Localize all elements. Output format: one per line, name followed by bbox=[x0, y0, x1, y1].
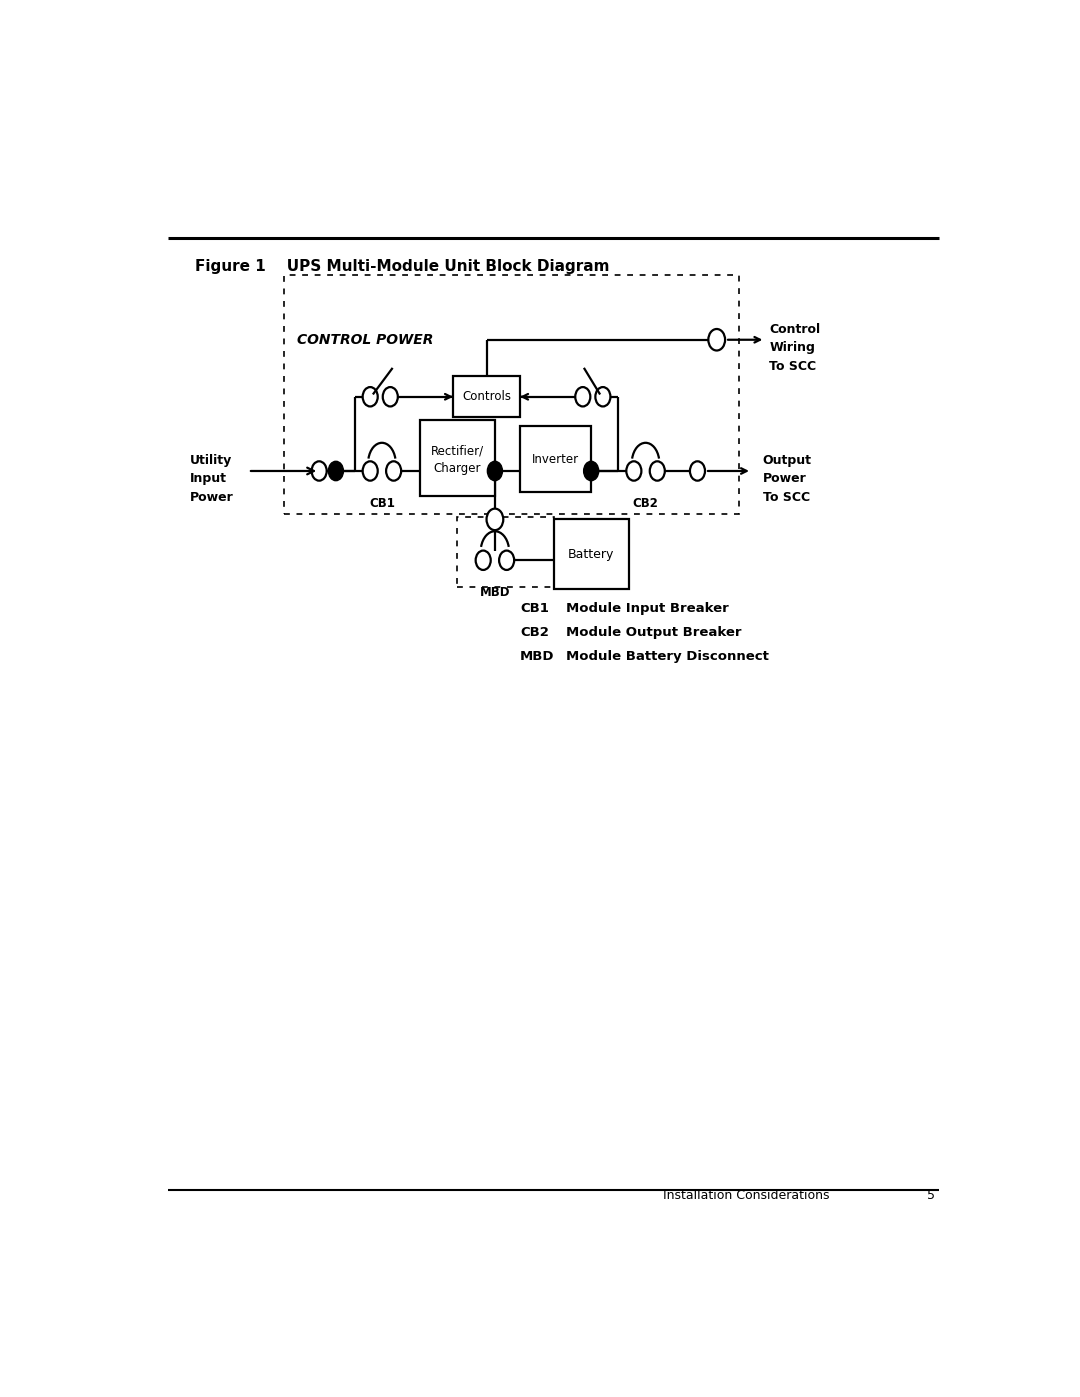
Text: CB1: CB1 bbox=[369, 497, 395, 510]
Text: To SCC: To SCC bbox=[769, 360, 816, 373]
Text: Installation Considerations: Installation Considerations bbox=[663, 1189, 829, 1203]
Text: CB2: CB2 bbox=[521, 626, 549, 638]
Text: Wiring: Wiring bbox=[769, 341, 815, 353]
Text: CB2: CB2 bbox=[633, 497, 659, 510]
Circle shape bbox=[475, 550, 490, 570]
Text: 5: 5 bbox=[927, 1189, 935, 1203]
Text: CONTROL POWER: CONTROL POWER bbox=[297, 332, 434, 346]
Text: MBD: MBD bbox=[521, 650, 554, 662]
Circle shape bbox=[487, 461, 502, 481]
Text: Battery: Battery bbox=[568, 548, 615, 560]
Text: Inverter: Inverter bbox=[532, 453, 579, 465]
Circle shape bbox=[576, 387, 591, 407]
Circle shape bbox=[708, 330, 725, 351]
Circle shape bbox=[328, 461, 343, 481]
Circle shape bbox=[486, 509, 503, 529]
Text: CB1: CB1 bbox=[521, 602, 549, 615]
Text: Power: Power bbox=[762, 472, 807, 485]
Text: Input: Input bbox=[189, 472, 227, 485]
Circle shape bbox=[363, 461, 378, 481]
Text: Controls: Controls bbox=[462, 390, 511, 404]
Circle shape bbox=[626, 461, 642, 481]
Bar bbox=[554, 520, 629, 590]
Circle shape bbox=[690, 461, 705, 481]
Circle shape bbox=[583, 461, 598, 481]
Text: Control: Control bbox=[769, 323, 821, 335]
Circle shape bbox=[363, 387, 378, 407]
Circle shape bbox=[386, 461, 401, 481]
Text: Module Input Breaker: Module Input Breaker bbox=[566, 602, 729, 615]
Bar bbox=[454, 376, 521, 418]
Text: Module Output Breaker: Module Output Breaker bbox=[566, 626, 742, 638]
Text: MBD: MBD bbox=[480, 587, 510, 599]
Text: Utility: Utility bbox=[189, 454, 231, 467]
Circle shape bbox=[312, 461, 326, 481]
Text: Power: Power bbox=[189, 492, 233, 504]
Bar bbox=[284, 275, 740, 514]
Bar bbox=[457, 517, 554, 587]
Text: Output: Output bbox=[762, 454, 812, 467]
Text: Rectifier/: Rectifier/ bbox=[431, 444, 484, 457]
Text: Charger: Charger bbox=[433, 462, 481, 475]
Circle shape bbox=[499, 550, 514, 570]
Circle shape bbox=[595, 387, 610, 407]
Text: Figure 1    UPS Multi-Module Unit Block Diagram: Figure 1 UPS Multi-Module Unit Block Dia… bbox=[195, 258, 610, 274]
Bar bbox=[420, 420, 495, 496]
Text: To SCC: To SCC bbox=[762, 492, 810, 504]
Text: Module Battery Disconnect: Module Battery Disconnect bbox=[566, 650, 769, 662]
Circle shape bbox=[382, 387, 397, 407]
Circle shape bbox=[650, 461, 665, 481]
Bar bbox=[521, 426, 591, 493]
